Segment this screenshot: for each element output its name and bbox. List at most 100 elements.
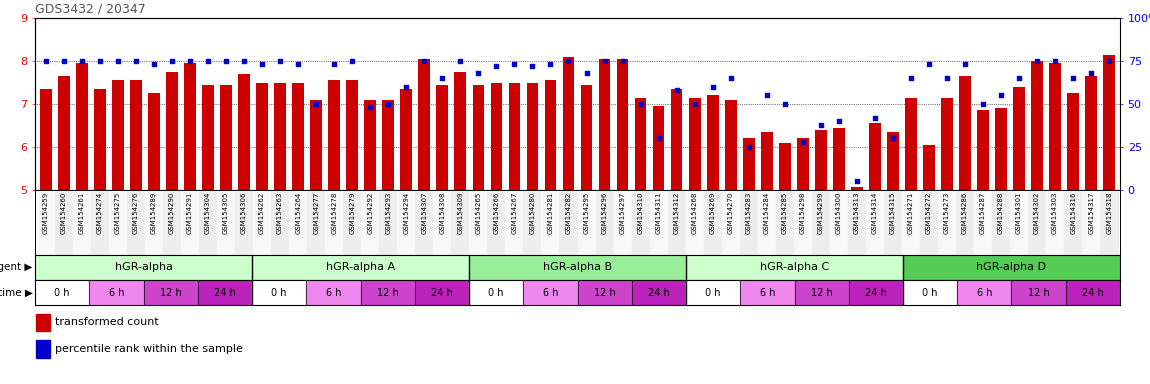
Bar [238, 74, 250, 190]
Text: GSM154275: GSM154275 [115, 192, 121, 234]
Point [469, 70, 488, 76]
Point [523, 63, 542, 69]
Text: GSM154316: GSM154316 [1071, 192, 1076, 235]
Text: 24 h: 24 h [431, 288, 453, 298]
Bar [884, 190, 902, 255]
Bar [415, 190, 434, 255]
Bar [306, 280, 360, 305]
Text: GSM154260: GSM154260 [61, 192, 67, 234]
Point [974, 101, 992, 107]
Point [307, 101, 325, 107]
Bar [599, 59, 611, 190]
Point [793, 139, 812, 145]
Text: percentile rank within the sample: percentile rank within the sample [54, 344, 243, 354]
Text: GSM154280: GSM154280 [529, 192, 536, 234]
Bar [670, 89, 682, 190]
Bar [527, 83, 538, 190]
Text: 6 h: 6 h [325, 288, 342, 298]
Text: GSM154269: GSM154269 [710, 192, 715, 234]
Text: GSM154303: GSM154303 [1052, 192, 1058, 235]
Bar [235, 190, 253, 255]
Point [126, 58, 145, 64]
Bar [144, 280, 198, 305]
Bar [1010, 190, 1028, 255]
Text: GSM154318: GSM154318 [1106, 192, 1112, 235]
Text: GSM154289: GSM154289 [151, 192, 156, 234]
Point [91, 58, 109, 64]
Bar [741, 280, 795, 305]
Bar [34, 280, 90, 305]
Bar [202, 84, 214, 190]
Text: 24 h: 24 h [647, 288, 669, 298]
Point [577, 70, 596, 76]
Bar [36, 313, 51, 331]
Point [380, 101, 398, 107]
Bar [181, 190, 199, 255]
Point [758, 92, 776, 98]
Text: 12 h: 12 h [811, 288, 833, 298]
Text: GSM154265: GSM154265 [475, 192, 482, 234]
Text: GSM154294: GSM154294 [404, 192, 409, 234]
Bar [635, 98, 646, 190]
Bar [1064, 190, 1082, 255]
Point [902, 75, 920, 81]
Bar [974, 190, 992, 255]
Bar [978, 111, 989, 190]
Bar [776, 190, 793, 255]
Text: GSM154284: GSM154284 [764, 192, 769, 234]
Text: GSM154266: GSM154266 [493, 192, 499, 234]
Text: GSM154300: GSM154300 [836, 192, 842, 235]
Bar [1049, 63, 1061, 190]
Bar [488, 190, 505, 255]
Bar [704, 190, 722, 255]
Text: GSM154310: GSM154310 [637, 192, 644, 235]
Bar [560, 190, 577, 255]
Bar [325, 190, 343, 255]
Bar [380, 190, 397, 255]
Bar [577, 280, 631, 305]
Point [775, 101, 793, 107]
Bar [562, 57, 574, 190]
Point [920, 61, 938, 68]
Point [1028, 58, 1046, 64]
Bar [126, 190, 145, 255]
Bar [400, 89, 412, 190]
Bar [469, 280, 523, 305]
Bar [419, 59, 430, 190]
Text: hGR-alpha B: hGR-alpha B [543, 263, 612, 273]
Bar [34, 255, 252, 280]
Text: transformed count: transformed count [54, 317, 159, 327]
Point [199, 58, 217, 64]
Text: GSM154308: GSM154308 [439, 192, 445, 235]
Text: GSM154314: GSM154314 [872, 192, 877, 234]
Text: GSM154283: GSM154283 [745, 192, 752, 234]
Bar [743, 138, 754, 190]
Bar [346, 80, 358, 190]
Bar [37, 190, 55, 255]
Text: GSM154301: GSM154301 [1017, 192, 1022, 235]
Bar [94, 89, 106, 190]
Text: GSM154286: GSM154286 [963, 192, 968, 234]
Bar [1032, 61, 1043, 190]
Text: GSM154312: GSM154312 [674, 192, 680, 234]
Point [72, 58, 91, 64]
Text: GSM154305: GSM154305 [223, 192, 229, 234]
Text: hGR-alpha C: hGR-alpha C [760, 263, 829, 273]
Text: 0 h: 0 h [271, 288, 286, 298]
Bar [707, 95, 719, 190]
Point [488, 63, 506, 69]
Bar [112, 80, 124, 190]
Text: GSM154307: GSM154307 [421, 192, 428, 235]
Bar [848, 190, 866, 255]
Bar [812, 190, 830, 255]
Point [271, 58, 290, 64]
Text: GSM154309: GSM154309 [458, 192, 463, 235]
Point [559, 58, 577, 64]
Text: 12 h: 12 h [593, 288, 615, 298]
Bar [1082, 190, 1101, 255]
Text: GSM154270: GSM154270 [728, 192, 734, 234]
Text: GSM154279: GSM154279 [350, 192, 355, 234]
Bar [271, 190, 289, 255]
Bar [307, 190, 325, 255]
Point [721, 75, 739, 81]
